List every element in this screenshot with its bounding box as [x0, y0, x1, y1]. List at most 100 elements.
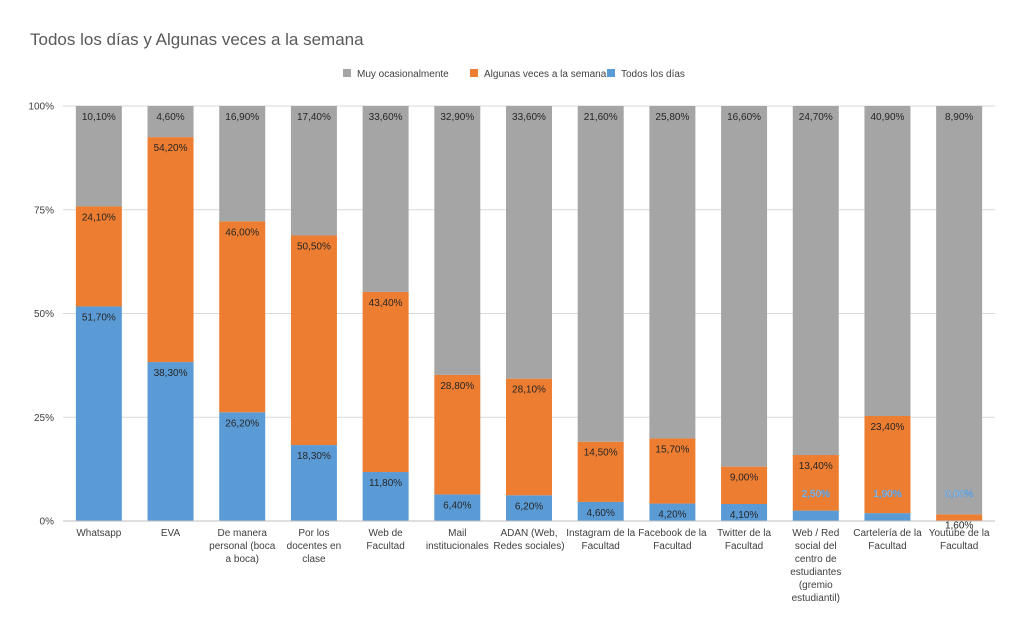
bar-segment-todos-los-dias: [290, 445, 337, 521]
data-label: 54,20%: [154, 143, 188, 154]
x-category-label-line: a boca): [226, 554, 259, 565]
data-label: 14,50%: [584, 448, 618, 459]
bar-segment-todos-los-dias: [577, 501, 624, 521]
bar-segment-muy-ocasionalmente: [577, 106, 624, 442]
x-category-label-line: Facultad: [725, 541, 763, 552]
data-label: 1,90%: [873, 489, 901, 500]
y-tick-label: 25%: [34, 413, 54, 424]
x-category-label: ADAN (Web, Redes sociales): [493, 528, 564, 552]
bar-segment-algunas-veces: [721, 466, 768, 504]
data-label: 4,20%: [658, 510, 686, 521]
data-label: 24,70%: [799, 112, 833, 123]
bar-segment-todos-los-dias: [864, 513, 911, 521]
x-category-label-line: Facebook de la: [638, 528, 707, 539]
x-category-label-line: Cartelería de la: [853, 528, 922, 539]
data-label: 13,40%: [799, 461, 833, 472]
bar-segment-todos-los-dias: [506, 495, 552, 521]
data-label: 1,60%: [945, 520, 973, 531]
bar-segment-algunas-veces: [864, 416, 911, 514]
bar-segment-muy-ocasionalmente: [219, 106, 266, 222]
x-category-label-line: Whatsapp: [76, 528, 121, 539]
bar-segment-muy-ocasionalmente: [649, 106, 696, 439]
data-label: 50,50%: [297, 241, 331, 252]
bar-segment-muy-ocasionalmente: [147, 106, 194, 138]
bar-segment-muy-ocasionalmente: [936, 106, 983, 515]
y-tick-label: 75%: [34, 205, 54, 216]
x-category-label: Cartelería de la Facultad: [853, 528, 922, 552]
x-category-label-line: institucionales: [426, 541, 489, 552]
x-category-label-line: Por los: [298, 528, 329, 539]
data-label: 10,10%: [82, 112, 116, 123]
bar-segment-todos-los-dias: [649, 503, 696, 521]
bar-segment-todos-los-dias: [219, 412, 266, 521]
data-label: 23,40%: [871, 422, 905, 433]
data-label: 32,90%: [440, 112, 474, 123]
bar-segment-muy-ocasionalmente: [362, 106, 409, 292]
bar-segment-muy-ocasionalmente: [792, 106, 839, 456]
data-label: 8,90%: [945, 112, 973, 123]
x-category-label: Facebook de la Facultad: [638, 528, 707, 552]
bar-segment-todos-los-dias: [75, 306, 122, 521]
bar-segment-algunas-veces: [362, 291, 409, 473]
bar-segment-algunas-veces: [577, 441, 624, 502]
legend-swatch: [607, 69, 615, 77]
data-label: 28,80%: [440, 381, 474, 392]
x-category-label: Mail institucionales: [426, 528, 489, 552]
bar-segment-algunas-veces: [219, 221, 266, 413]
x-category-label-line: Facultad: [366, 541, 404, 552]
x-category-label-line: centro de: [795, 554, 837, 565]
bar-segment-algunas-veces: [147, 137, 194, 363]
x-axis-labels: Whatsapp EVA De manera personal (boca a boca…: [76, 528, 990, 604]
bar-segment-muy-ocasionalmente: [75, 106, 122, 207]
y-tick-label: 50%: [34, 309, 54, 320]
data-label: 33,60%: [512, 112, 546, 123]
data-label: 16,90%: [225, 112, 259, 123]
data-label: 15,70%: [655, 444, 689, 455]
bar-segment-todos-los-dias: [721, 503, 768, 521]
data-label: 16,60%: [727, 112, 761, 123]
y-tick-label: 0%: [40, 517, 55, 528]
x-category-label: De manera personal (boca a boca): [209, 528, 276, 565]
data-label: 2,50%: [802, 489, 830, 500]
x-category-label: Youtube de la Facultad: [929, 528, 990, 552]
data-label: 38,30%: [154, 368, 188, 379]
x-category-label-line: Youtube de la: [929, 528, 990, 539]
data-label: 33,60%: [369, 112, 403, 123]
x-category-label-line: Mail: [448, 528, 466, 539]
bars: [75, 106, 983, 521]
x-category-label-line: personal (boca: [209, 541, 276, 552]
x-category-label: EVA: [161, 528, 181, 539]
x-category-label-line: Facultad: [940, 541, 978, 552]
data-label: 51,70%: [82, 312, 116, 323]
data-label: 46,00%: [225, 227, 259, 238]
x-category-label-line: EVA: [161, 528, 181, 539]
x-category-label-line: Web / Red: [792, 528, 839, 539]
bar-segment-muy-ocasionalmente: [506, 106, 552, 379]
data-label: 9,00%: [730, 473, 758, 484]
data-label: 17,40%: [297, 112, 331, 123]
x-category-label: Twitter de la Facultad: [717, 528, 771, 552]
data-label: 6,20%: [515, 501, 543, 512]
x-category-label-line: De manera: [217, 528, 267, 539]
data-label: 21,60%: [584, 112, 618, 123]
x-category-label: Web de Facultad: [366, 528, 404, 552]
x-category-label-line: Facultad: [868, 541, 906, 552]
x-category-label-line: Facultad: [653, 541, 691, 552]
data-label: 4,60%: [156, 112, 184, 123]
x-category-label-line: Redes sociales): [493, 541, 564, 552]
x-category-label-line: estudiantil): [792, 593, 840, 604]
x-category-label: Web / Red social del centro de estudiantes (…: [790, 528, 841, 604]
bar-segment-muy-ocasionalmente: [864, 106, 911, 417]
x-category-label-line: (gremio: [799, 580, 833, 591]
x-category-label: Por los docentes en clase: [287, 528, 342, 565]
data-label: 25,80%: [655, 112, 689, 123]
data-labels: 51,70% 24,10% 10,10% 38,30% 54,20% 4,60% 26,20…: [82, 112, 974, 531]
bar-segment-todos-los-dias: [434, 494, 481, 521]
legend-swatch: [343, 69, 351, 77]
chart-title: Todos los días y Algunas veces a la sema…: [30, 30, 364, 49]
legend-label: Algunas veces a la semana: [484, 69, 607, 80]
data-label: 11,80%: [369, 478, 402, 489]
x-category-label-line: social del: [795, 541, 837, 552]
bar-segment-algunas-veces: [290, 235, 337, 446]
x-category-label-line: estudiantes: [790, 567, 841, 578]
